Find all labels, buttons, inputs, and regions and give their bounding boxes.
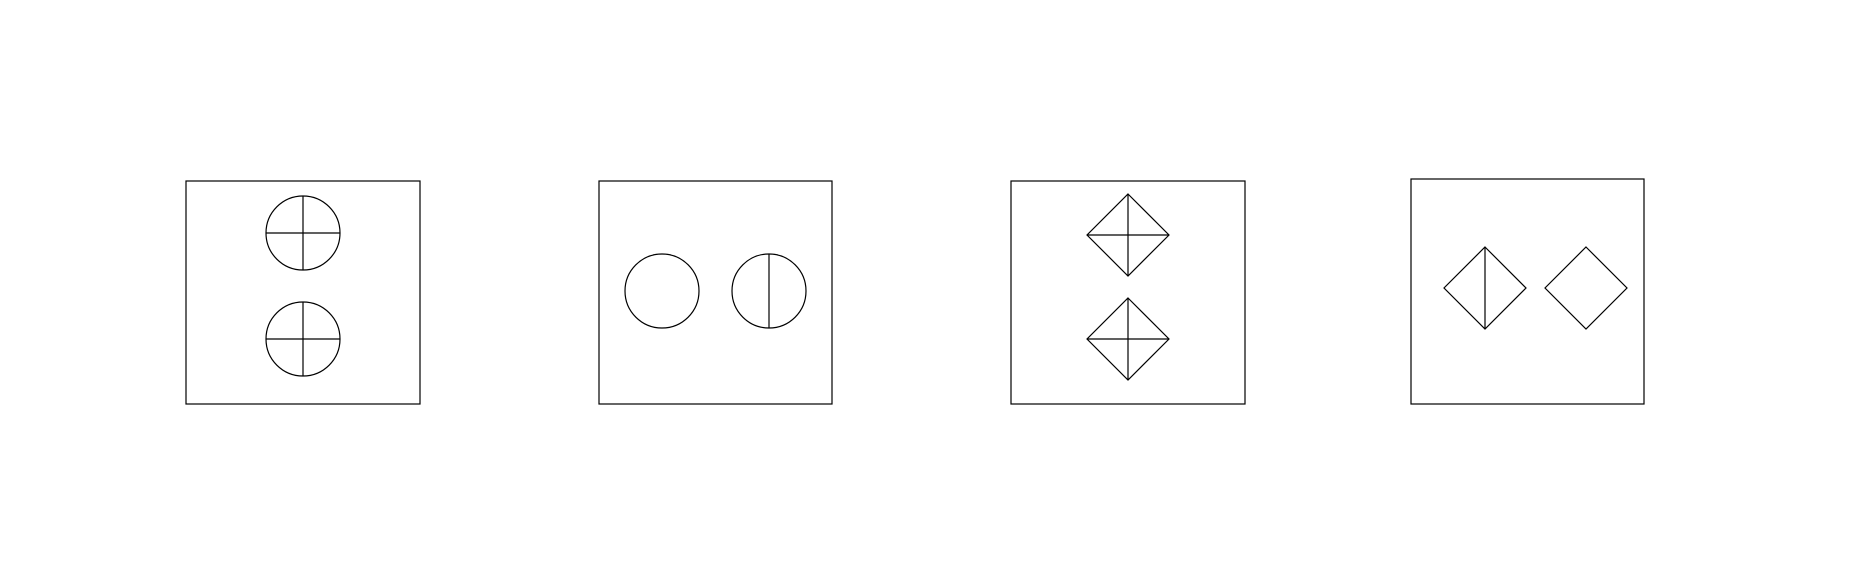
panel-frame bbox=[598, 180, 833, 405]
figure-circle bbox=[265, 195, 341, 271]
panel-frame bbox=[1410, 178, 1645, 405]
panel-4 bbox=[1410, 178, 1645, 405]
figure-circle bbox=[265, 301, 341, 377]
panel-3 bbox=[1010, 180, 1246, 405]
figure-circle bbox=[731, 253, 807, 329]
diamond-shape bbox=[1544, 246, 1628, 330]
figure-diamond bbox=[1443, 246, 1527, 330]
figure-circle bbox=[624, 253, 700, 329]
panel-1 bbox=[185, 180, 421, 405]
circle-shape bbox=[624, 253, 700, 329]
panel-2 bbox=[598, 180, 833, 405]
panel-frame bbox=[1010, 180, 1246, 405]
figure-diamond bbox=[1086, 297, 1170, 381]
panel-frame bbox=[185, 180, 421, 405]
figure-diamond bbox=[1544, 246, 1628, 330]
figure-diamond bbox=[1086, 193, 1170, 277]
